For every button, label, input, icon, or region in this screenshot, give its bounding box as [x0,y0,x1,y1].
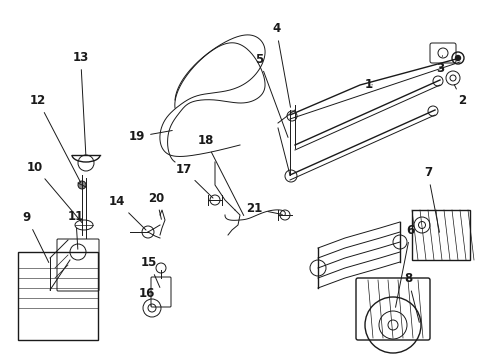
Text: 11: 11 [67,210,84,249]
Text: 5: 5 [255,53,287,138]
Text: 20: 20 [148,192,164,219]
Text: 6: 6 [395,224,414,307]
Text: 17: 17 [175,163,213,198]
Text: 13: 13 [72,51,89,155]
Text: 12: 12 [30,94,81,183]
Circle shape [454,55,460,60]
Circle shape [78,181,86,189]
Text: 2: 2 [453,85,465,107]
Text: 1: 1 [365,78,372,91]
Text: 4: 4 [272,22,290,107]
Text: 9: 9 [23,211,49,262]
Text: 15: 15 [141,256,160,287]
Text: 8: 8 [404,273,418,322]
Text: 16: 16 [138,287,155,305]
Text: 21: 21 [245,202,282,215]
Text: 14: 14 [109,195,146,230]
Text: 18: 18 [197,134,243,216]
Text: 10: 10 [27,161,82,223]
Text: 3: 3 [435,56,443,75]
Text: 7: 7 [423,166,439,232]
Text: 19: 19 [128,130,172,143]
